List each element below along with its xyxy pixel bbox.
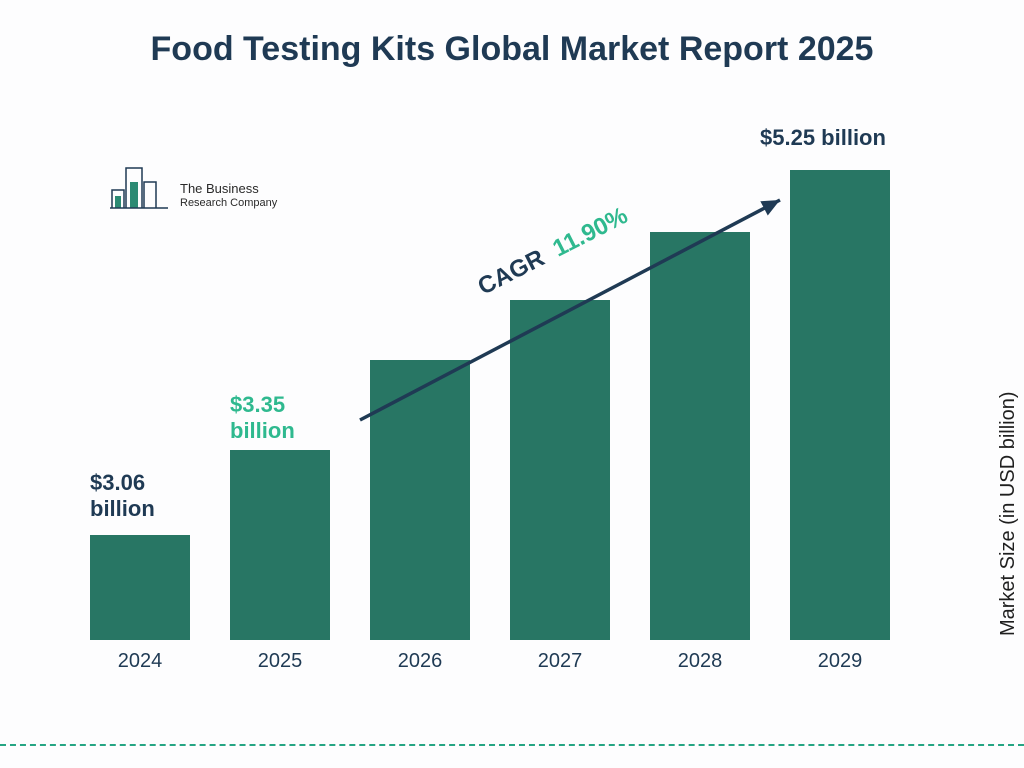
category-label: 2028: [630, 650, 770, 673]
chart-area: 202420252026202720282029$3.06billion$3.3…: [80, 150, 930, 680]
bottom-dashed-line: [0, 744, 1024, 746]
chart-title: Food Testing Kits Global Market Report 2…: [0, 30, 1024, 69]
category-label: 2024: [70, 650, 210, 673]
value-label: $5.25 billion: [760, 125, 886, 151]
category-label: 2025: [210, 650, 350, 673]
y-axis-label: Market Size (in USD billion): [998, 392, 1021, 637]
category-label: 2029: [770, 650, 910, 673]
cagr-arrow: [80, 150, 930, 640]
category-label: 2027: [490, 650, 630, 673]
category-label: 2026: [350, 650, 490, 673]
